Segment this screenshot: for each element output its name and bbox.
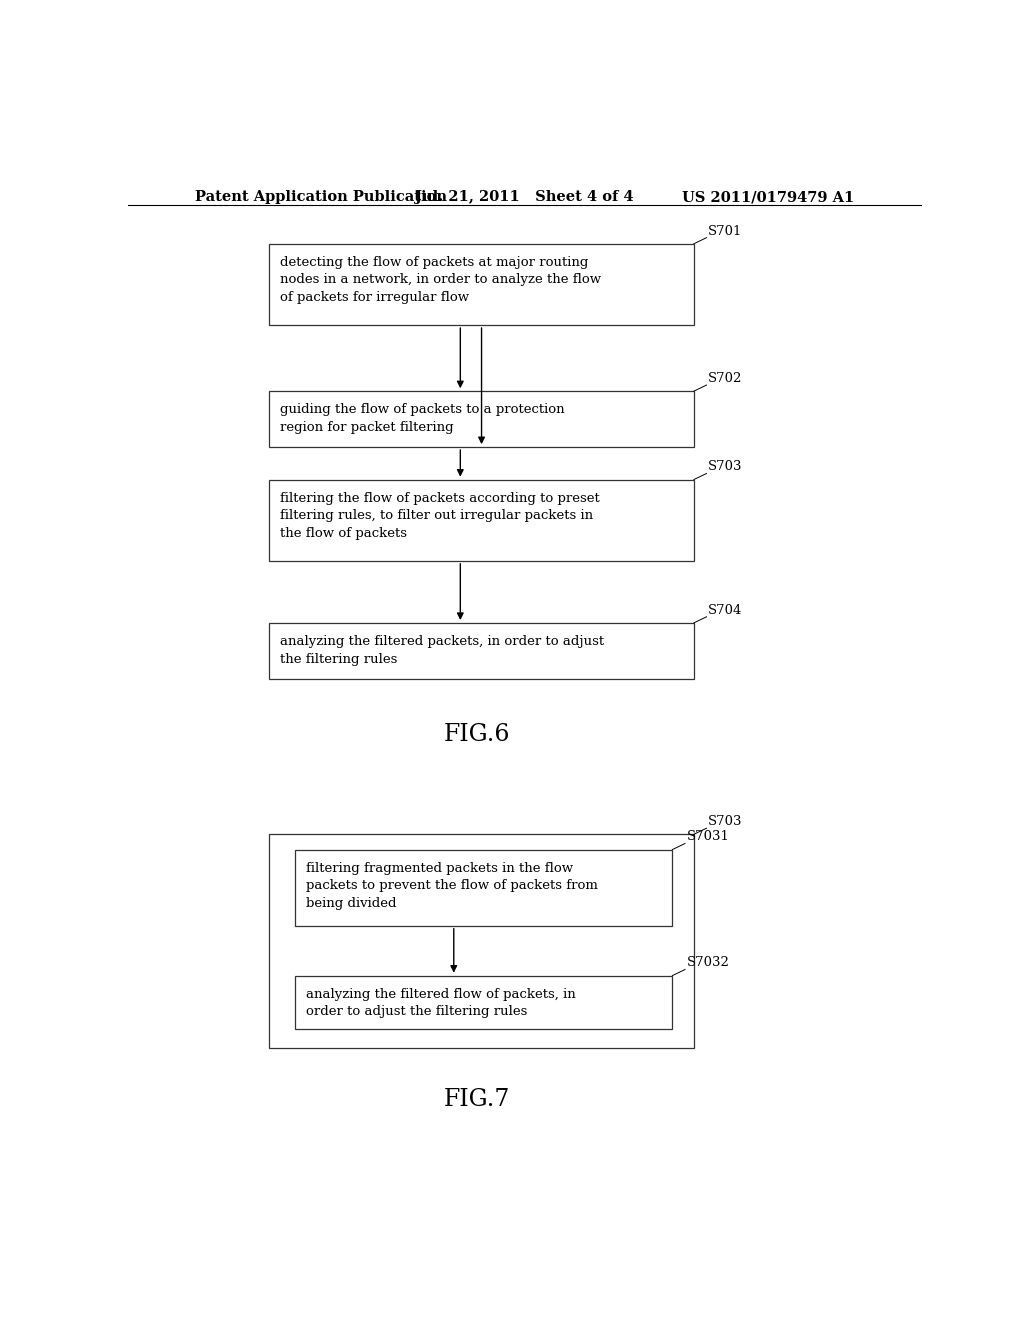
- Text: US 2011/0179479 A1: US 2011/0179479 A1: [682, 190, 854, 205]
- Text: S7032: S7032: [687, 957, 729, 969]
- FancyBboxPatch shape: [269, 479, 694, 561]
- Text: analyzing the filtered flow of packets, in
order to adjust the filtering rules: analyzing the filtered flow of packets, …: [306, 987, 575, 1018]
- Text: S701: S701: [709, 224, 742, 238]
- Text: FIG.6: FIG.6: [444, 722, 510, 746]
- Text: S703: S703: [709, 816, 742, 828]
- Text: detecting the flow of packets at major routing
nodes in a network, in order to a: detecting the flow of packets at major r…: [280, 256, 601, 304]
- Text: S703: S703: [709, 461, 742, 474]
- Text: filtering the flow of packets according to preset
filtering rules, to filter out: filtering the flow of packets according …: [280, 492, 599, 540]
- FancyBboxPatch shape: [296, 850, 673, 925]
- Text: Jul. 21, 2011   Sheet 4 of 4: Jul. 21, 2011 Sheet 4 of 4: [416, 190, 634, 205]
- Text: Patent Application Publication: Patent Application Publication: [196, 190, 447, 205]
- FancyBboxPatch shape: [296, 975, 673, 1030]
- Text: S704: S704: [709, 603, 742, 616]
- Text: analyzing the filtered packets, in order to adjust
the filtering rules: analyzing the filtered packets, in order…: [280, 635, 604, 665]
- Text: S7031: S7031: [687, 830, 729, 843]
- FancyBboxPatch shape: [269, 244, 694, 325]
- Text: filtering fragmented packets in the flow
packets to prevent the flow of packets : filtering fragmented packets in the flow…: [306, 862, 598, 909]
- FancyBboxPatch shape: [269, 391, 694, 447]
- Text: S702: S702: [709, 372, 742, 385]
- Text: guiding the flow of packets to a protection
region for packet filtering: guiding the flow of packets to a protect…: [280, 404, 564, 434]
- FancyBboxPatch shape: [269, 834, 694, 1048]
- FancyBboxPatch shape: [269, 623, 694, 678]
- Text: FIG.7: FIG.7: [444, 1089, 510, 1111]
